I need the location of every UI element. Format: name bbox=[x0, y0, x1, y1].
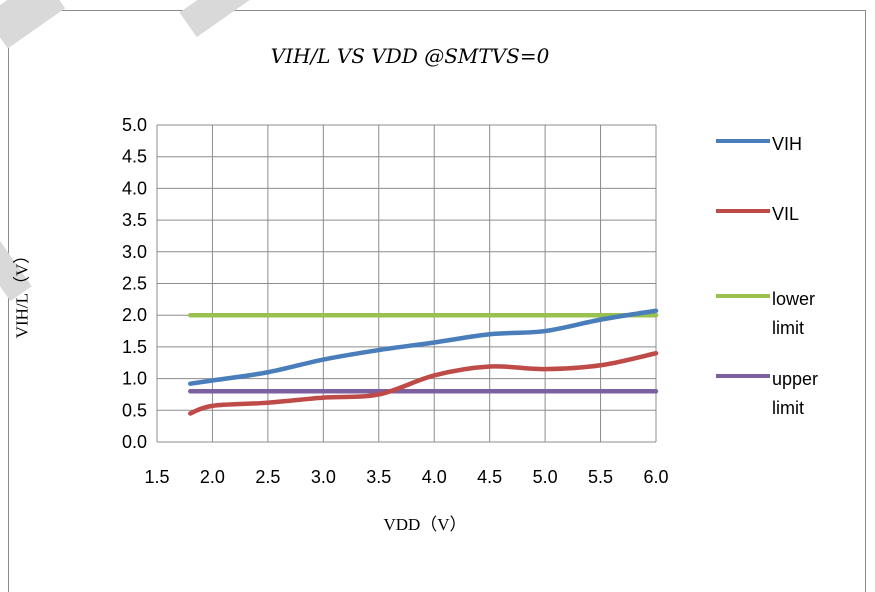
legend-label-line: limit bbox=[772, 318, 804, 338]
legend-label: VIH bbox=[772, 130, 856, 159]
x-tick-label: 4.5 bbox=[477, 467, 502, 487]
series-line-vih bbox=[188, 308, 659, 386]
x-tick-label: 3.0 bbox=[311, 467, 336, 487]
x-tick-label: 5.0 bbox=[533, 467, 558, 487]
legend-label: lower limit bbox=[772, 285, 856, 343]
y-tick-label: 1.5 bbox=[122, 337, 147, 357]
x-tick-label: 1.5 bbox=[144, 467, 169, 487]
legend-label-line: upper bbox=[772, 369, 819, 389]
y-tick-label: 4.5 bbox=[122, 147, 147, 167]
y-tick-label: 4.0 bbox=[122, 178, 147, 198]
y-tick-label: 0.0 bbox=[122, 432, 147, 452]
y-tick-label: 3.0 bbox=[122, 242, 147, 262]
chart-frame bbox=[8, 10, 866, 592]
x-tick-label: 6.0 bbox=[643, 467, 668, 487]
x-tick-label: 2.5 bbox=[255, 467, 280, 487]
legend-swatch bbox=[716, 139, 770, 143]
x-tick-label: 5.5 bbox=[588, 467, 613, 487]
legend-label-line: limit bbox=[772, 398, 804, 418]
legend-label-line: lower bbox=[772, 289, 816, 309]
legend-label: VIL bbox=[772, 200, 856, 229]
chart-title: VIH/L VS VDD @SMTVS=0 bbox=[270, 44, 550, 68]
x-tick-label: 2.0 bbox=[200, 467, 225, 487]
y-tick-label: 2.0 bbox=[122, 305, 147, 325]
series-line-vil bbox=[188, 350, 659, 416]
legend-label-line: VIH bbox=[772, 134, 803, 154]
x-tick-label: 4.0 bbox=[422, 467, 447, 487]
y-tick-label: 0.5 bbox=[122, 400, 147, 420]
legend-swatch bbox=[716, 294, 770, 298]
x-axis-label: VDD（V） bbox=[383, 515, 467, 534]
legend-label-line: VIL bbox=[772, 204, 800, 224]
legend-swatch bbox=[716, 209, 770, 213]
legend-swatch bbox=[716, 374, 770, 378]
legend-label: upper limit bbox=[772, 365, 856, 423]
y-tick-label: 5.0 bbox=[122, 115, 147, 135]
y-tick-label: 2.5 bbox=[122, 274, 147, 294]
y-tick-label: 3.5 bbox=[122, 210, 147, 230]
y-tick-label: 1.0 bbox=[122, 369, 147, 389]
x-tick-label: 3.5 bbox=[366, 467, 391, 487]
